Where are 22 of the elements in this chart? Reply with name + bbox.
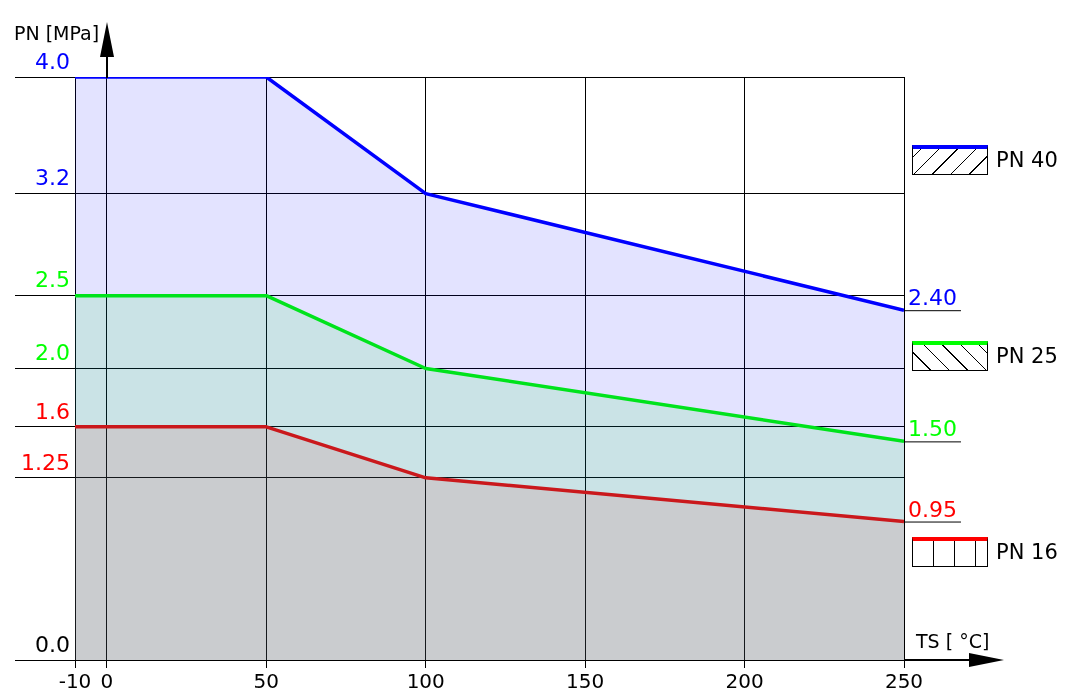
y-tick-label: 2.0 <box>35 340 70 366</box>
data-label: 2.40 <box>908 285 957 311</box>
x-tick-label: 50 <box>253 669 280 693</box>
data-label: 0.95 <box>908 496 957 522</box>
legend-label: PN 40 <box>996 148 1058 172</box>
x-axis-title: TS [ °C] <box>915 630 990 652</box>
legend-label: PN 25 <box>996 344 1058 368</box>
y-axis-title: PN [MPa] <box>14 22 100 44</box>
y-tick-label: 1.25 <box>21 449 70 475</box>
legend-label: PN 16 <box>996 540 1058 564</box>
x-tick-label: 0 <box>100 669 114 693</box>
y-tick-label: 3.2 <box>35 165 70 191</box>
x-tick-label: 100 <box>406 669 445 693</box>
x-tick-label: 250 <box>884 669 924 693</box>
y-tick-label: 0.0 <box>35 631 70 657</box>
x-tick-label: 150 <box>566 669 605 693</box>
y-tick-label: 1.6 <box>35 398 70 424</box>
y-tick-label: 2.5 <box>35 267 70 293</box>
data-label: 1.50 <box>908 416 957 442</box>
y-tick-label: 4.0 <box>35 48 70 74</box>
x-tick-label: -10 <box>58 669 92 693</box>
x-tick-label: 200 <box>725 669 764 693</box>
